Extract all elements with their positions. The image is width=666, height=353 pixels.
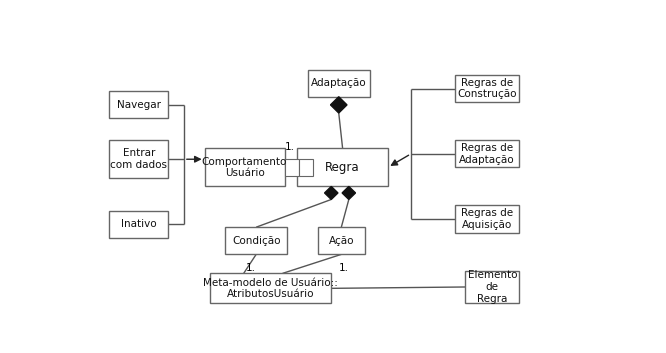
Text: Navegar: Navegar xyxy=(117,100,161,110)
FancyBboxPatch shape xyxy=(109,211,168,238)
Polygon shape xyxy=(324,186,338,199)
FancyBboxPatch shape xyxy=(455,75,519,102)
Text: 1.: 1. xyxy=(285,142,295,152)
FancyBboxPatch shape xyxy=(109,140,168,178)
FancyBboxPatch shape xyxy=(455,205,519,233)
Text: 1.: 1. xyxy=(246,263,256,273)
Text: Regras de
Aquisição: Regras de Aquisição xyxy=(461,208,513,230)
Text: Entrar
com dados: Entrar com dados xyxy=(111,149,167,170)
Text: Ação: Ação xyxy=(328,236,354,246)
Text: Meta-modelo de Usuário::
AtributosUsuário: Meta-modelo de Usuário:: AtributosUsuári… xyxy=(203,277,338,299)
FancyBboxPatch shape xyxy=(455,140,519,167)
Text: Regra: Regra xyxy=(325,161,360,174)
FancyBboxPatch shape xyxy=(204,148,284,186)
Text: Comportamento
Usuário: Comportamento Usuário xyxy=(202,157,287,178)
Polygon shape xyxy=(330,97,347,113)
FancyBboxPatch shape xyxy=(225,227,287,255)
FancyBboxPatch shape xyxy=(284,158,299,176)
FancyBboxPatch shape xyxy=(299,158,314,176)
FancyBboxPatch shape xyxy=(210,273,331,303)
Text: Adaptação: Adaptação xyxy=(311,78,366,88)
FancyBboxPatch shape xyxy=(298,148,388,186)
FancyBboxPatch shape xyxy=(318,227,364,255)
FancyBboxPatch shape xyxy=(465,271,519,303)
FancyBboxPatch shape xyxy=(308,70,370,97)
Text: Inativo: Inativo xyxy=(121,220,157,229)
Polygon shape xyxy=(342,186,356,199)
Text: Condição: Condição xyxy=(232,236,280,246)
Text: Elemento
de
Regra: Elemento de Regra xyxy=(468,270,517,304)
Text: Regras de
Construção: Regras de Construção xyxy=(458,78,517,99)
Text: Regras de
Adaptação: Regras de Adaptação xyxy=(460,143,515,164)
FancyBboxPatch shape xyxy=(109,91,168,119)
Text: 1.: 1. xyxy=(339,263,349,273)
